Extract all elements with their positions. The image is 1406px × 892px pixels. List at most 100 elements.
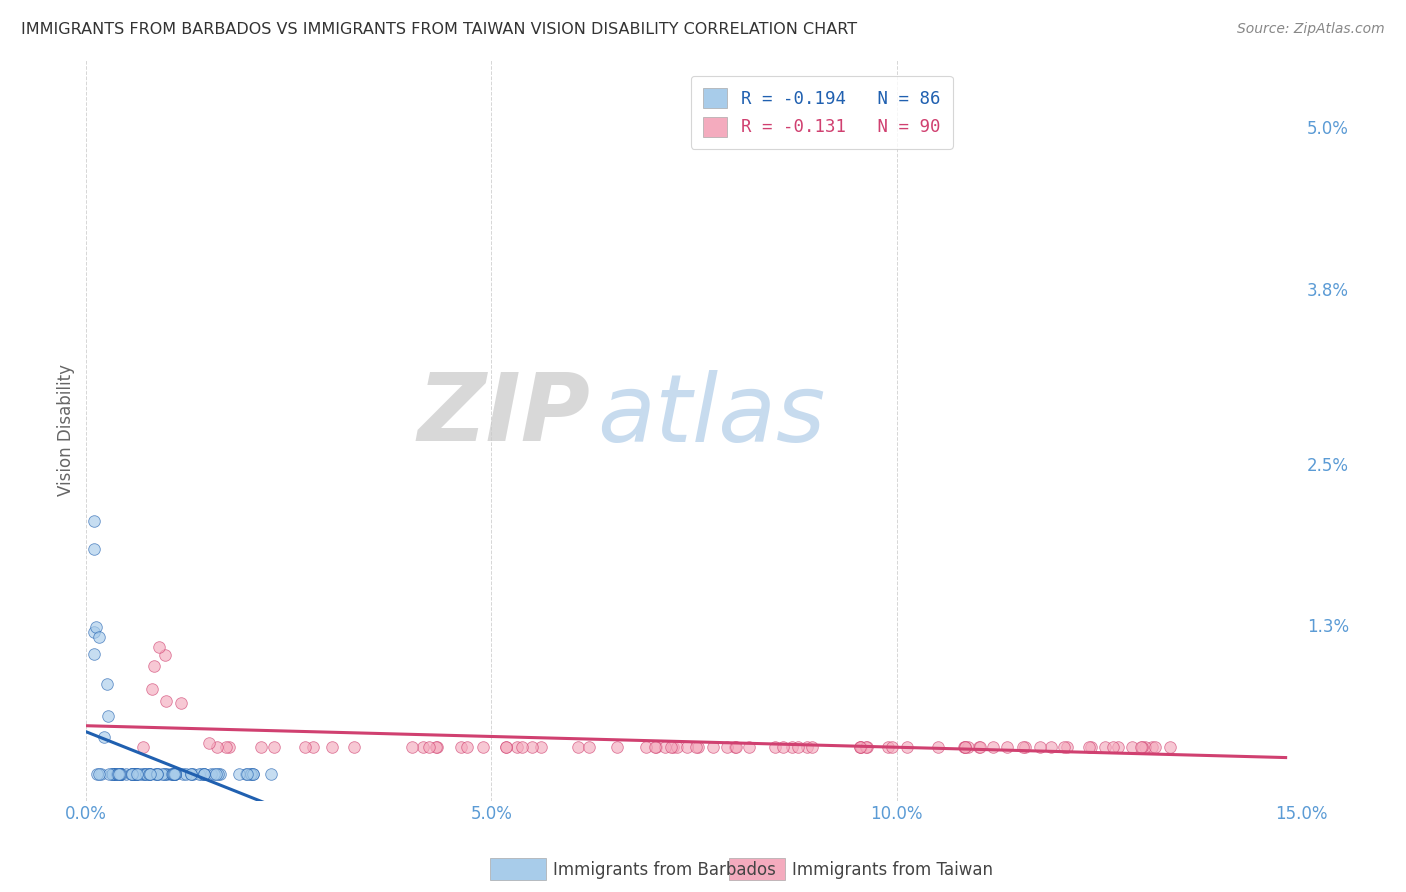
Point [146,766,169,780]
Point [302,739,325,754]
Point [215,739,238,754]
Point [208,766,231,780]
Point [193,766,215,780]
Point [120,766,142,780]
Point [84,620,107,634]
Point [125,766,148,780]
Point [953,739,976,754]
Point [1130,739,1153,754]
Point [685,739,707,754]
Point [148,766,170,780]
Point [121,766,143,780]
Point [205,766,228,780]
Point [787,739,810,754]
Point [530,739,553,754]
Point [160,766,183,780]
Point [115,766,138,780]
Point [125,766,148,780]
Point [880,739,903,754]
Point [239,766,262,780]
Point [856,739,879,754]
Point [645,739,668,754]
Point [142,659,165,673]
Point [104,766,127,780]
Point [107,766,129,780]
Point [1143,739,1166,754]
Point [675,739,697,754]
Point [101,766,124,780]
Point [456,739,478,754]
Point [121,766,143,780]
Point [702,739,724,754]
Point [132,766,155,780]
Point [138,766,160,780]
Point [139,766,162,780]
Point [522,739,544,754]
Point [150,766,173,780]
Point [578,739,600,754]
Point [688,739,710,754]
Point [132,739,155,754]
Point [665,739,688,754]
Point [125,766,148,780]
Point [321,739,343,754]
Point [242,766,264,780]
Point [849,739,872,754]
Point [716,739,738,754]
Point [83,541,105,556]
Point [896,739,918,754]
Point [193,766,215,780]
Point [110,766,132,780]
Point [606,739,628,754]
Point [1133,739,1156,754]
Point [800,739,823,754]
Point [174,766,197,780]
Point [198,736,221,750]
Point [294,739,316,754]
Point [110,766,132,780]
Point [148,640,170,654]
Point [644,739,666,754]
Point [1159,739,1181,754]
Point [1056,739,1078,754]
Text: IMMIGRANTS FROM BARBADOS VS IMMIGRANTS FROM TAIWAN VISION DISABILITY CORRELATION: IMMIGRANTS FROM BARBADOS VS IMMIGRANTS F… [21,22,858,37]
Point [170,696,193,710]
Point [927,739,949,754]
Point [83,647,105,661]
Point [1107,739,1129,754]
Point [412,739,434,754]
Point [153,648,176,662]
Point [103,766,125,780]
Point [90,766,112,780]
Point [425,739,447,754]
Point [662,739,685,754]
Text: Immigrants from Taiwan: Immigrants from Taiwan [793,861,994,879]
Point [1014,739,1036,754]
Point [567,739,589,754]
Text: Source: ZipAtlas.com: Source: ZipAtlas.com [1237,22,1385,37]
Point [953,739,976,754]
Point [162,766,184,780]
Point [121,766,143,780]
Point [953,739,976,754]
Point [634,739,657,754]
Point [249,739,271,754]
Point [107,766,129,780]
Point [163,766,186,780]
Point [101,766,124,780]
Point [260,766,283,780]
Point [135,766,157,780]
Point [97,709,120,723]
Point [131,766,153,780]
Point [877,739,900,754]
Point [83,514,105,528]
Point [145,766,167,780]
Point [165,766,187,780]
Point [235,766,257,780]
Point [969,739,991,754]
Point [141,682,163,697]
Point [218,739,240,754]
Point [122,766,145,780]
Point [723,739,745,754]
Point [180,766,202,780]
